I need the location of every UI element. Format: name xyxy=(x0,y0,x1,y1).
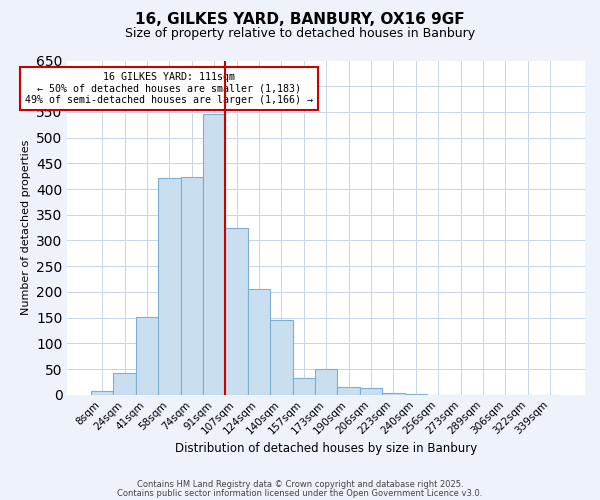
Bar xyxy=(136,316,158,394)
Text: 16, GILKES YARD, BANBURY, OX16 9GF: 16, GILKES YARD, BANBURY, OX16 9GF xyxy=(135,12,465,28)
Bar xyxy=(270,320,293,394)
Y-axis label: Number of detached properties: Number of detached properties xyxy=(20,140,31,316)
Text: Contains public sector information licensed under the Open Government Licence v3: Contains public sector information licen… xyxy=(118,488,482,498)
Bar xyxy=(181,176,203,394)
Text: Contains HM Land Registry data © Crown copyright and database right 2025.: Contains HM Land Registry data © Crown c… xyxy=(137,480,463,489)
Bar xyxy=(226,228,248,394)
Bar xyxy=(293,378,315,394)
Text: Size of property relative to detached houses in Banbury: Size of property relative to detached ho… xyxy=(125,28,475,40)
Bar xyxy=(337,387,360,394)
Bar xyxy=(91,390,113,394)
X-axis label: Distribution of detached houses by size in Banbury: Distribution of detached houses by size … xyxy=(175,442,478,455)
Bar xyxy=(382,393,404,394)
Bar xyxy=(315,369,337,394)
Text: 16 GILKES YARD: 111sqm
← 50% of detached houses are smaller (1,183)
49% of semi-: 16 GILKES YARD: 111sqm ← 50% of detached… xyxy=(25,72,313,105)
Bar xyxy=(158,178,181,394)
Bar xyxy=(360,388,382,394)
Bar xyxy=(113,372,136,394)
Bar xyxy=(203,114,226,394)
Bar xyxy=(248,290,270,395)
